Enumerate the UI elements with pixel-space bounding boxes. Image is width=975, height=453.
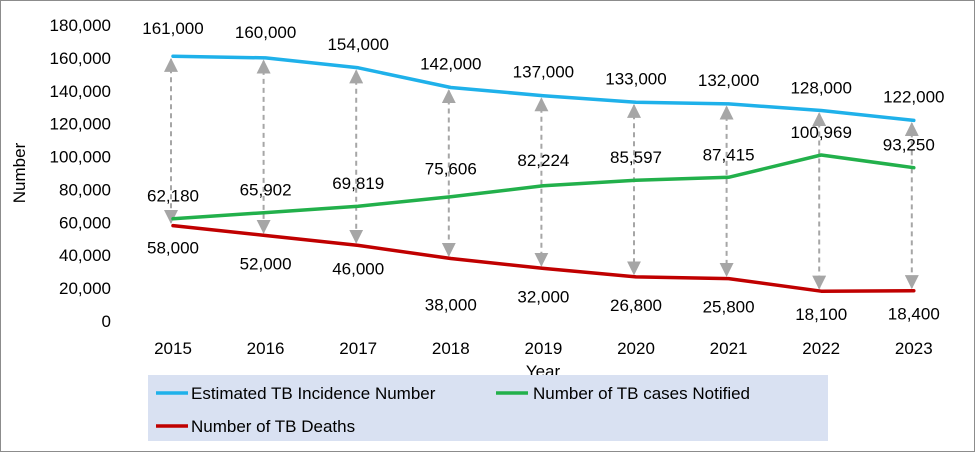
y-tick-label: 20,000: [59, 279, 111, 298]
data-label-notified: 69,819: [332, 174, 384, 193]
data-label-incidence: 154,000: [327, 35, 388, 54]
x-tick-label: 2019: [524, 339, 562, 358]
y-tick-label: 140,000: [50, 82, 111, 101]
x-tick-label: 2015: [154, 339, 192, 358]
data-label-deaths: 26,800: [610, 296, 662, 315]
x-tick-label: 2021: [710, 339, 748, 358]
x-axis: 2015 2016 2017 2018 2019 2020 2021 2022 2023: [154, 339, 933, 358]
x-tick-label: 2023: [895, 339, 933, 358]
y-tick-label: 160,000: [50, 49, 111, 68]
data-label-deaths: 18,400: [888, 305, 940, 324]
series-lines: [171, 54, 916, 293]
y-tick-label: 120,000: [50, 115, 111, 134]
series-line-0: [171, 54, 916, 123]
x-tick-label: 2018: [432, 339, 470, 358]
legend-label: Number of TB cases Notified: [533, 384, 750, 403]
data-label-incidence: 133,000: [605, 69, 666, 88]
y-tick-label: 80,000: [59, 180, 111, 199]
data-label-deaths: 58,000: [147, 239, 199, 258]
data-label-notified: 82,224: [517, 151, 569, 170]
data-label-notified: 75,606: [425, 160, 477, 179]
y-tick-label: 0: [102, 312, 111, 331]
data-label-deaths: 32,000: [517, 287, 569, 306]
y-axis: 0 20,000 40,000 60,000 80,000 100,000 120,000 1…: [50, 16, 111, 331]
data-label-incidence: 128,000: [790, 79, 851, 98]
data-label-notified: 62,180: [147, 187, 199, 206]
data-label-notified: 85,597: [610, 148, 662, 167]
data-label-notified: 93,250: [883, 136, 935, 155]
data-labels: 161,000 160,000 154,000 142,000 137,000 133,0…: [142, 19, 944, 324]
series-line-2: [171, 223, 916, 293]
data-label-notified: 87,415: [703, 145, 755, 164]
data-label-incidence: 160,000: [235, 23, 296, 42]
gap-arrows: [164, 57, 919, 290]
y-tick-label: 40,000: [59, 246, 111, 265]
data-label-incidence: 132,000: [698, 71, 759, 90]
data-label-deaths: 25,800: [703, 298, 755, 317]
y-tick-label: 100,000: [50, 148, 111, 167]
y-axis-title: Number: [10, 142, 29, 203]
x-tick-label: 2017: [339, 339, 377, 358]
data-label-incidence: 137,000: [513, 63, 574, 82]
data-label-incidence: 142,000: [420, 54, 481, 73]
legend-label: Estimated TB Incidence Number: [191, 384, 436, 403]
data-label-deaths: 38,000: [425, 296, 477, 315]
data-label-incidence: 161,000: [142, 19, 203, 38]
y-tick-label: 60,000: [59, 213, 111, 232]
data-label-notified: 65,902: [240, 181, 292, 200]
legend: Estimated TB Incidence Number Number of T…: [148, 375, 828, 441]
data-label-deaths: 52,000: [240, 254, 292, 273]
data-label-incidence: 122,000: [883, 87, 944, 106]
legend-label: Number of TB Deaths: [191, 417, 355, 436]
series-line-1: [171, 153, 916, 221]
x-tick-label: 2016: [247, 339, 285, 358]
data-label-notified: 100,969: [790, 123, 851, 142]
x-tick-label: 2022: [802, 339, 840, 358]
x-tick-label: 2020: [617, 339, 655, 358]
data-label-deaths: 18,100: [795, 305, 847, 324]
data-label-deaths: 46,000: [332, 259, 384, 278]
y-tick-label: 180,000: [50, 16, 111, 35]
legend-box: [148, 375, 828, 441]
